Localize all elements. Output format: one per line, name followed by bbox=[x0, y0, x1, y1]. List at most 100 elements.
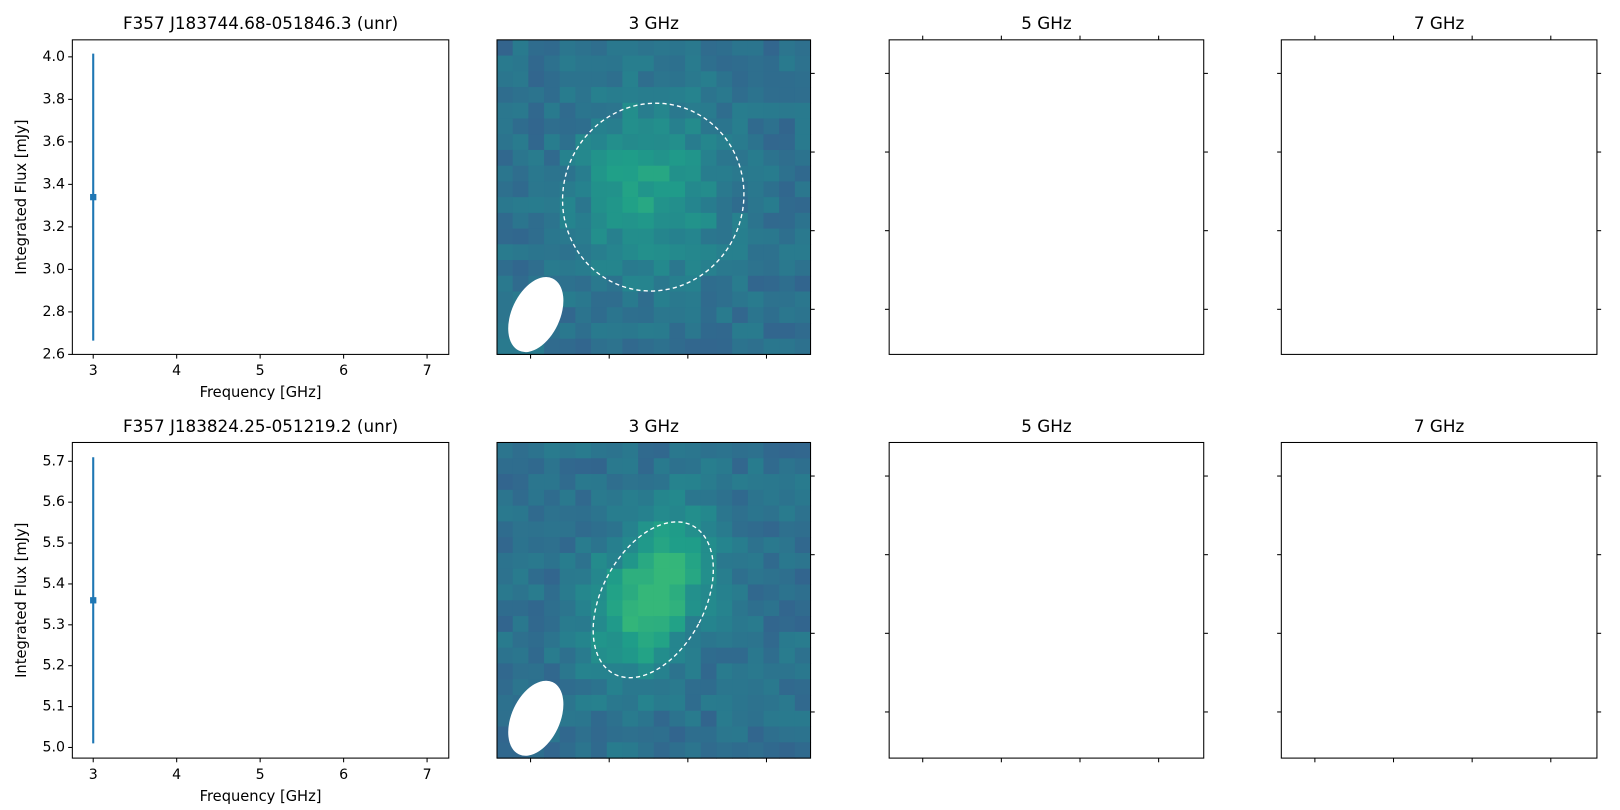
heatmap-pixel bbox=[591, 537, 608, 554]
heatmap-pixel bbox=[622, 307, 639, 324]
heatmap-pixel bbox=[638, 102, 655, 120]
heatmap-pixel bbox=[512, 600, 529, 617]
heatmap-pixel bbox=[763, 521, 780, 538]
heatmap-pixel bbox=[700, 679, 717, 696]
heatmap-pixel bbox=[747, 39, 765, 57]
heatmap-pixel bbox=[528, 260, 545, 277]
heatmap-pixel bbox=[700, 322, 717, 340]
heatmap-pixel bbox=[779, 228, 796, 245]
heatmap-pixel bbox=[732, 197, 749, 214]
heatmap-pixel bbox=[763, 442, 780, 459]
heatmap-pixel bbox=[794, 55, 812, 72]
heatmap-pixel bbox=[700, 275, 717, 293]
heatmap-pixel bbox=[653, 338, 670, 355]
heatmap-pixel bbox=[512, 474, 529, 491]
heatmap-pixel bbox=[716, 87, 733, 104]
heatmap-pixel bbox=[559, 600, 576, 617]
heatmap-pixel bbox=[747, 102, 765, 120]
y-tick-label: 3.8 bbox=[43, 91, 66, 107]
heatmap-pixel bbox=[606, 742, 623, 759]
heatmap-pixel bbox=[700, 71, 717, 88]
heatmap-pixel bbox=[747, 537, 765, 554]
heatmap-pixel bbox=[653, 55, 670, 72]
heatmap-pixel bbox=[497, 244, 514, 261]
heatmap-pixel bbox=[669, 71, 686, 88]
heatmap-pixel bbox=[779, 726, 796, 743]
y-tick-label: 5.1 bbox=[43, 699, 66, 715]
heatmap-pixel bbox=[606, 71, 623, 88]
heatmap-pixel bbox=[779, 552, 796, 570]
heatmap-pixel bbox=[732, 742, 749, 759]
x-tick-label: 6 bbox=[339, 363, 348, 379]
heatmap-pixel bbox=[497, 679, 514, 696]
heatmap-pixel bbox=[747, 663, 765, 680]
heatmap-pixel bbox=[591, 55, 608, 72]
heatmap-pixel bbox=[669, 55, 686, 72]
heatmap-pixel bbox=[512, 212, 529, 230]
heatmap-pixel bbox=[591, 552, 608, 570]
heatmap-pixel bbox=[747, 694, 765, 712]
heatmap-pixel bbox=[559, 338, 576, 355]
heatmap-pixel bbox=[606, 307, 623, 324]
heatmap-pixel bbox=[732, 322, 749, 340]
heatmap-pixel bbox=[763, 102, 780, 120]
heatmap-pixel bbox=[497, 568, 514, 586]
heatmap-pixel bbox=[763, 291, 780, 308]
heatmap-pixel bbox=[747, 291, 765, 308]
heatmap-pixel bbox=[685, 118, 702, 135]
heatmap-pixel bbox=[591, 134, 608, 151]
heatmap-pixel bbox=[794, 521, 812, 538]
heatmap-pixel bbox=[794, 631, 812, 649]
heatmap-pixel bbox=[512, 197, 529, 214]
heatmap-pixel bbox=[512, 260, 529, 277]
heatmap-pixel bbox=[497, 39, 514, 57]
heatmap-pixel bbox=[716, 442, 733, 459]
heatmap-pixel bbox=[763, 647, 780, 664]
panel-title: 5 GHz bbox=[1021, 13, 1072, 33]
heatmap-pixel bbox=[716, 118, 733, 135]
heatmap-pixel bbox=[716, 505, 733, 522]
heatmap-pixel bbox=[716, 742, 733, 759]
heatmap-pixel bbox=[575, 742, 592, 759]
heatmap-pixel bbox=[732, 726, 749, 743]
y-tick-label: 3.0 bbox=[43, 261, 66, 277]
x-tick-label: 6 bbox=[339, 767, 348, 783]
heatmap-pixel bbox=[685, 307, 702, 324]
heatmap-pixel bbox=[653, 260, 670, 277]
heatmap-pixel bbox=[606, 55, 623, 72]
heatmap-pixel bbox=[763, 616, 780, 633]
heatmap-pixel bbox=[653, 442, 670, 459]
heatmap-pixel bbox=[669, 521, 686, 538]
heatmap-pixel bbox=[779, 71, 796, 88]
heatmap-pixel bbox=[763, 600, 780, 617]
heatmap-pixel bbox=[669, 134, 686, 151]
heatmap-pixel bbox=[779, 505, 796, 522]
panel-title: 7 GHz bbox=[1414, 13, 1465, 33]
heatmap-pixel bbox=[638, 505, 655, 522]
heatmap-pixel bbox=[685, 726, 702, 743]
heatmap-pixel bbox=[794, 458, 812, 475]
heatmap-pixel bbox=[685, 149, 702, 167]
heatmap-pixel bbox=[794, 742, 812, 759]
heatmap-pixel bbox=[669, 181, 686, 198]
y-tick-label: 5.4 bbox=[43, 576, 66, 592]
heatmap-pixel bbox=[763, 710, 780, 728]
heatmap-pixel bbox=[497, 505, 514, 522]
heatmap-pixel bbox=[638, 600, 655, 617]
heatmap-pixel bbox=[763, 584, 780, 601]
heatmap-pixel bbox=[606, 149, 623, 167]
panel-title: 7 GHz bbox=[1414, 416, 1465, 436]
heatmap-pixel bbox=[763, 244, 780, 261]
heatmap-pixel bbox=[653, 505, 670, 522]
heatmap-pixel bbox=[669, 505, 686, 522]
heatmap-pixel bbox=[763, 537, 780, 554]
heatmap-pixel bbox=[512, 616, 529, 633]
heatmap-pixel bbox=[622, 521, 639, 538]
heatmap-pixel bbox=[559, 474, 576, 491]
heatmap-pixel bbox=[685, 458, 702, 475]
heatmap-pixel bbox=[638, 474, 655, 491]
heatmap-pixel bbox=[497, 663, 514, 680]
heatmap-pixel bbox=[669, 663, 686, 680]
heatmap-pixel bbox=[575, 322, 592, 340]
heatmap-pixel bbox=[544, 212, 561, 230]
